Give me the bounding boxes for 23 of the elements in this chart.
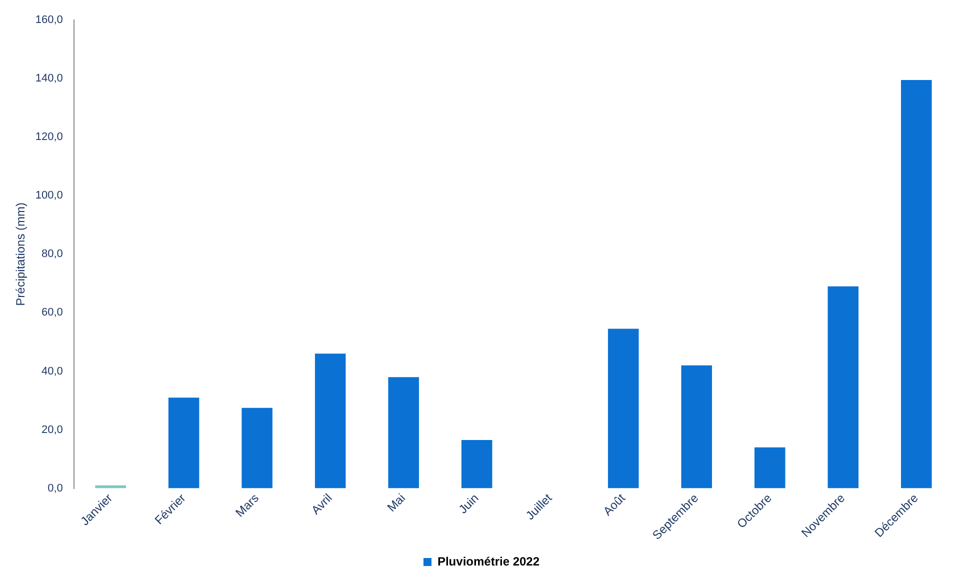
bar: [388, 377, 419, 488]
y-tick-label: 100,0: [35, 190, 63, 202]
legend-label: Pluviométrie 2022: [437, 554, 540, 568]
y-tick-label: 40,0: [42, 365, 63, 378]
bar: [314, 354, 346, 488]
bar: [900, 80, 932, 488]
y-tick-label: 120,0: [35, 131, 63, 144]
bar: [754, 447, 786, 488]
bar: [608, 328, 639, 488]
bar: [681, 365, 712, 488]
bar: [828, 286, 858, 488]
y-tick-label: 0,0: [48, 482, 63, 494]
y-axis-title: Précipitations (mm): [14, 202, 28, 306]
y-tick-label: 60,0: [42, 306, 63, 319]
bar: [168, 398, 200, 488]
y-tick-label: 160,0: [35, 14, 63, 26]
bar: [461, 440, 492, 488]
bar: [242, 408, 272, 488]
x-tick-label: Mai: [384, 490, 408, 515]
y-tick-label: 80,0: [42, 248, 63, 260]
y-tick-label: 20,0: [42, 424, 63, 436]
x-tick-label: Juin: [456, 490, 482, 516]
y-tick-label: 140,0: [35, 72, 63, 85]
